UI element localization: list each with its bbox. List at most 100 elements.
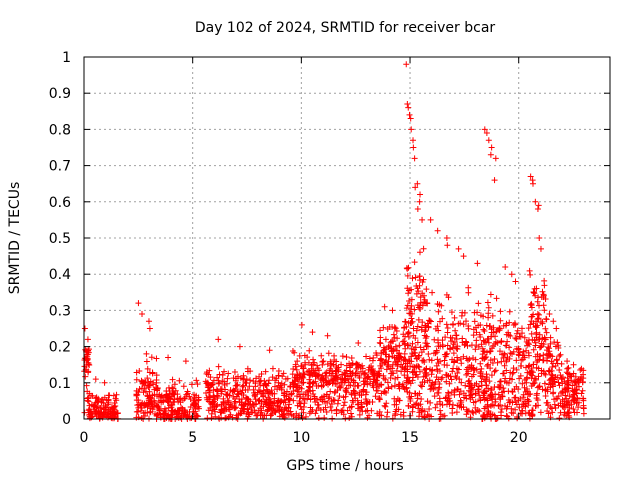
data-point	[509, 399, 516, 406]
data-point	[95, 395, 102, 402]
data-point	[143, 358, 150, 365]
data-point	[394, 335, 401, 342]
data-point	[392, 325, 399, 332]
data-point	[390, 331, 397, 338]
data-point	[153, 372, 160, 379]
data-point	[233, 414, 240, 421]
data-point	[245, 399, 252, 406]
data-point	[90, 406, 97, 413]
data-point	[243, 380, 250, 387]
data-point	[339, 353, 346, 360]
data-point	[370, 367, 377, 374]
data-point	[466, 383, 473, 390]
data-point	[536, 235, 543, 241]
data-point	[133, 369, 140, 376]
data-point	[354, 361, 361, 368]
data-point	[416, 198, 423, 205]
data-point	[155, 411, 162, 418]
data-point	[468, 342, 475, 349]
data-point	[424, 377, 431, 384]
data-point	[221, 368, 228, 375]
data-point	[447, 334, 454, 341]
data-point	[141, 402, 148, 409]
data-point	[492, 333, 499, 340]
data-point	[543, 329, 550, 336]
data-point	[493, 328, 500, 335]
data-point	[374, 387, 381, 394]
data-point	[500, 385, 507, 392]
data-point	[251, 392, 258, 399]
data-point	[444, 329, 451, 336]
data-point	[141, 385, 148, 392]
data-point	[565, 385, 572, 392]
data-point	[361, 378, 368, 385]
data-point	[306, 410, 313, 417]
data-point	[556, 366, 563, 373]
data-point	[508, 271, 515, 278]
data-point	[413, 290, 420, 297]
data-point	[290, 397, 297, 404]
data-point	[271, 399, 278, 406]
data-point	[521, 334, 528, 341]
data-point	[230, 375, 237, 382]
data-point	[485, 137, 492, 144]
data-point	[232, 382, 239, 389]
data-point	[378, 390, 385, 397]
data-point	[155, 404, 162, 411]
data-point	[539, 318, 546, 325]
data-point	[442, 334, 449, 341]
data-point	[507, 350, 514, 357]
data-point	[163, 387, 170, 394]
data-point	[571, 391, 578, 398]
data-point	[419, 319, 426, 326]
data-point	[276, 384, 283, 391]
data-point	[490, 329, 497, 336]
data-point	[579, 378, 586, 385]
data-point	[570, 396, 577, 403]
data-point	[257, 405, 264, 412]
data-point	[406, 111, 413, 118]
data-point	[472, 390, 479, 397]
data-point	[415, 316, 422, 323]
data-point	[403, 265, 410, 272]
data-point	[266, 402, 273, 409]
data-point	[535, 402, 542, 409]
data-point	[409, 310, 416, 317]
data-point	[537, 344, 544, 351]
data-point	[520, 348, 527, 355]
data-point	[328, 360, 335, 367]
data-point	[477, 312, 484, 319]
data-point	[407, 115, 414, 122]
data-point	[437, 343, 444, 350]
data-point	[300, 404, 307, 411]
data-point	[394, 374, 401, 381]
data-point	[443, 350, 450, 357]
data-point	[527, 173, 534, 180]
data-point	[299, 414, 306, 421]
data-point	[410, 332, 417, 339]
data-point	[470, 354, 477, 361]
data-point	[491, 355, 498, 362]
data-point	[366, 355, 373, 362]
data-point	[376, 339, 383, 346]
data-point	[471, 318, 478, 325]
data-point	[564, 401, 571, 408]
data-point	[536, 311, 543, 318]
data-point	[488, 326, 495, 333]
data-point	[182, 358, 189, 365]
data-point	[388, 383, 395, 390]
data-point	[484, 397, 491, 404]
data-point	[435, 339, 442, 346]
data-point	[549, 380, 556, 387]
data-point	[162, 410, 169, 417]
data-point	[259, 390, 266, 397]
data-point	[426, 356, 433, 363]
data-point	[489, 312, 496, 319]
data-point	[362, 369, 369, 376]
data-point	[481, 354, 488, 361]
data-point	[580, 410, 587, 417]
data-point	[401, 350, 408, 357]
data-point	[410, 374, 417, 381]
data-point	[434, 368, 441, 375]
data-point	[535, 202, 542, 209]
